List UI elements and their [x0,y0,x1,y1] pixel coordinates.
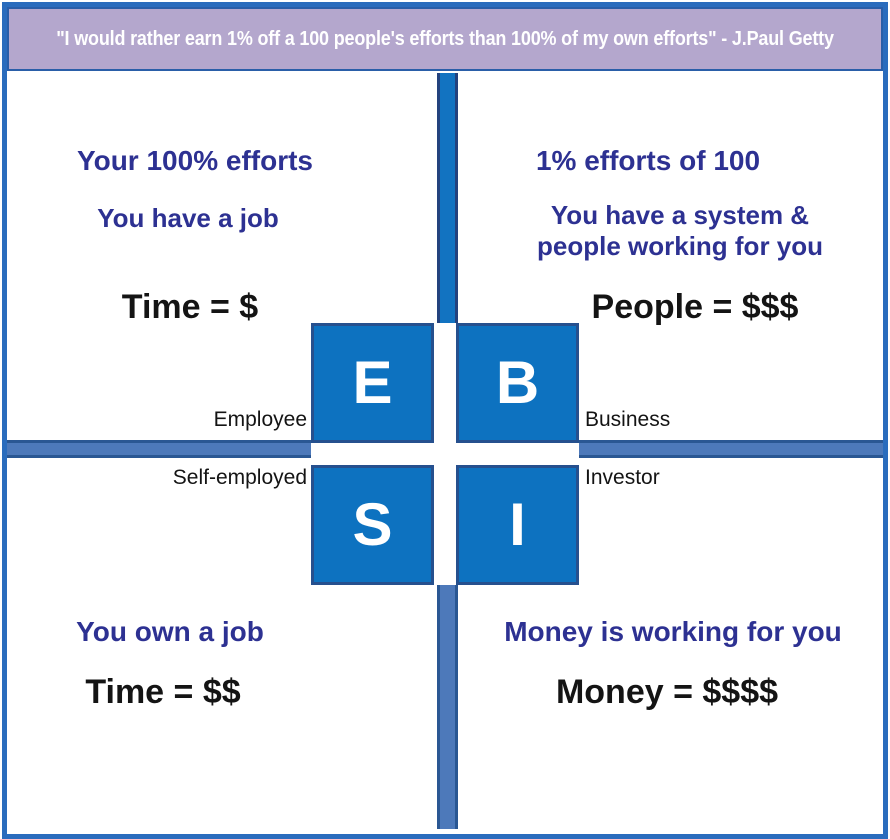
quote-banner: "I would rather earn 1% off a 100 people… [7,7,883,71]
top-right-subheading-line2: people working for you [536,231,824,261]
top-left-formula: Time = $ [121,288,259,326]
label-employee: Employee [213,408,307,431]
bottom-right-heading: Money is working for you [504,616,842,647]
bottom-left-formula: Time = $$ [85,673,241,711]
top-right-subheading-line1: You have a system & [550,200,810,230]
bottom-left-heading: You own a job [76,616,264,647]
letter-i: I [509,491,526,558]
letter-b: B [495,349,540,416]
quote-text: "I would rather earn 1% off a 100 people… [56,27,834,50]
top-left-heading: Your 100% efforts [77,145,313,176]
top-right-subheading: You have a system & people working for y… [537,200,823,262]
vertical-divider-top [437,73,458,323]
horizontal-divider-left [7,440,311,458]
quadrant-square-self-employed: S [311,465,434,585]
quadrant-square-employee: E [311,323,434,443]
quadrant-square-business: B [456,323,579,443]
vertical-divider-bottom [437,585,458,829]
horizontal-divider-right [579,440,883,458]
label-self-employed: Self-employed [172,466,307,489]
quadrant-square-investor: I [456,465,579,585]
letter-e: E [352,349,393,416]
top-left-subheading: You have a job [97,203,279,233]
bottom-right-formula: Money = $$$$ [555,673,779,711]
letter-s: S [352,491,393,558]
label-investor: Investor [585,466,660,489]
label-business: Business [585,408,671,431]
top-right-formula: People = $$$ [591,288,799,326]
top-right-heading: 1% efforts of 100 [535,145,761,176]
